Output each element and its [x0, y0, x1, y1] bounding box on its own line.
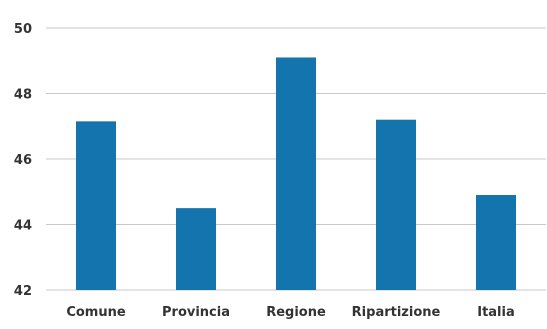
x-tick-label: Provincia: [162, 305, 230, 320]
y-tick-label: 48: [14, 88, 32, 103]
bar-comune: [76, 121, 116, 291]
y-tick-label: 46: [14, 153, 32, 168]
x-tick-label: Italia: [477, 305, 515, 320]
y-tick-label: 42: [14, 284, 32, 299]
x-tick-label: Regione: [266, 305, 326, 320]
y-tick-label: 50: [14, 22, 32, 37]
x-axis-labels: Comune Provincia Regione Ripartizione Italia: [66, 305, 514, 320]
x-tick-label: Comune: [66, 305, 126, 320]
x-tick-label: Ripartizione: [352, 305, 441, 320]
bar-provincia: [176, 208, 216, 290]
bar-regione: [276, 57, 316, 290]
bar-italia: [476, 195, 516, 290]
y-tick-label: 44: [14, 219, 32, 234]
y-axis-ticks: 42 44 46 48 50: [14, 22, 32, 299]
bars: [76, 57, 516, 291]
bar-ripartizione: [376, 119, 416, 290]
